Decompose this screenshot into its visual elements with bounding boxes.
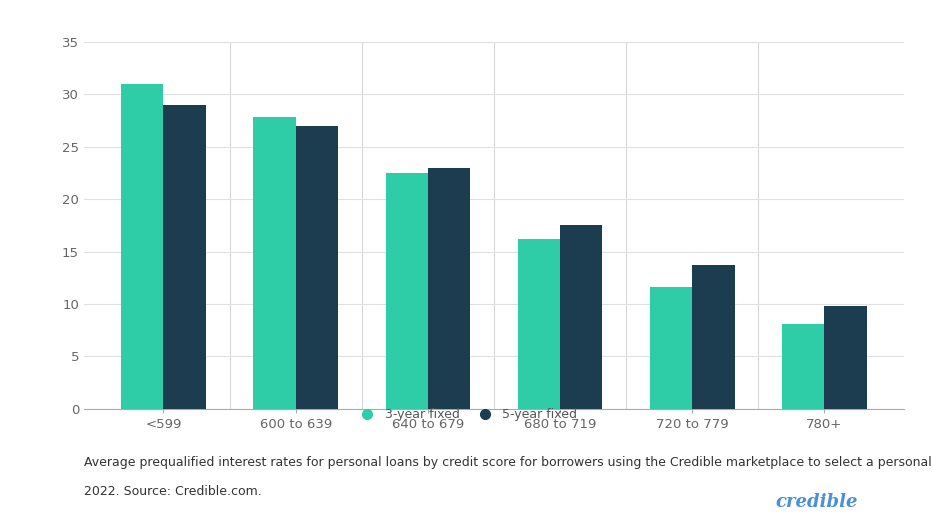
Bar <box>386 173 428 409</box>
Bar <box>692 265 734 409</box>
Bar <box>254 117 295 409</box>
Text: Average prequalified interest rates for personal loans by credit score for borro: Average prequalified interest rates for … <box>84 456 932 469</box>
Bar <box>163 105 206 409</box>
Bar <box>428 168 470 409</box>
Bar <box>518 239 560 409</box>
Bar <box>825 306 867 409</box>
Bar <box>782 324 825 409</box>
Bar <box>121 84 163 409</box>
Text: credible: credible <box>774 493 857 511</box>
Bar <box>650 287 692 409</box>
Bar <box>560 225 602 409</box>
Bar <box>295 126 338 409</box>
Text: 2022. Source: Credible.com.: 2022. Source: Credible.com. <box>84 485 262 498</box>
Legend: 3-year fixed, 5-year fixed: 3-year fixed, 5-year fixed <box>350 403 582 426</box>
